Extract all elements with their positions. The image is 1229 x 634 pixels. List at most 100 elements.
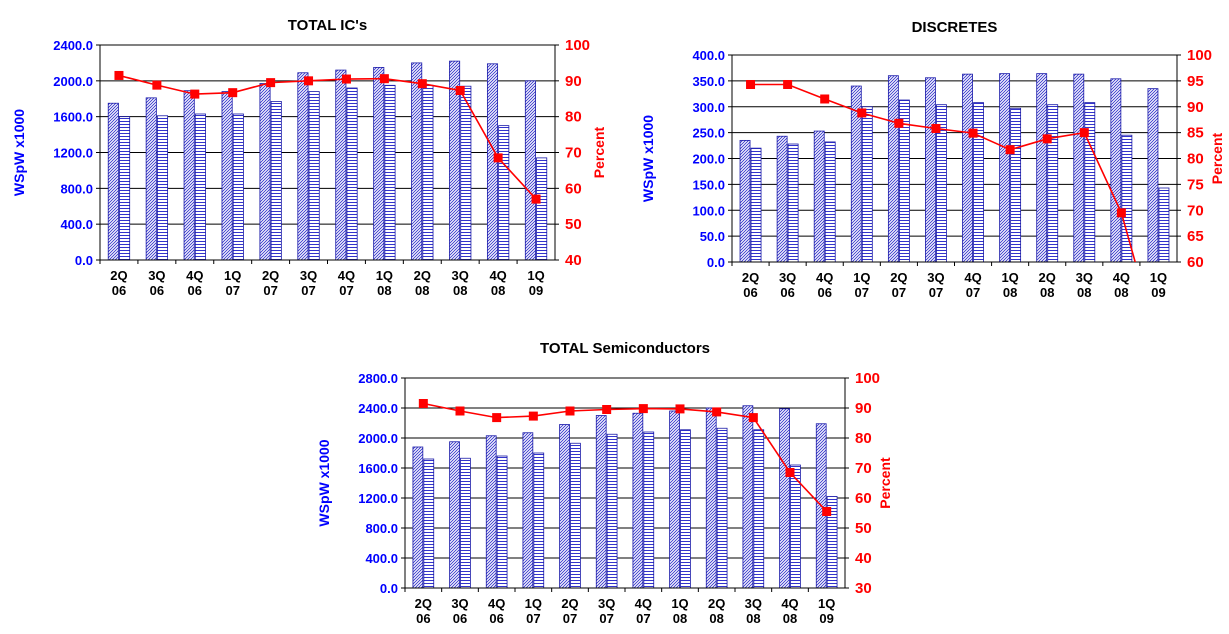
line-marker xyxy=(746,79,756,89)
y-tick-label: 400.0 xyxy=(60,217,93,232)
chart-title: TOTAL Semiconductors xyxy=(540,340,710,357)
x-tick-label: 1Q 09 xyxy=(527,268,544,298)
line-marker xyxy=(114,70,124,80)
x-tick-label: 2Q 07 xyxy=(890,270,907,300)
bar xyxy=(533,452,545,589)
line-marker xyxy=(712,407,722,417)
y-tick-label: 2400.0 xyxy=(53,38,93,53)
chart-total-semiconductors: TOTAL Semiconductors 0.0 400.0 800.0 1200.0 1… xyxy=(310,330,910,634)
bar xyxy=(595,415,607,589)
chart-total-ics: TOTAL IC's 0.0 400.0 800.0 1200.0 1600.0 2000.… xyxy=(0,0,607,320)
line-marker xyxy=(565,406,575,416)
line-marker xyxy=(1116,208,1126,218)
bar xyxy=(742,405,754,589)
y-tick-label: 2800.0 xyxy=(358,371,398,386)
x-tick-label: 1Q 08 xyxy=(1001,270,1018,300)
x-tick-label: 1Q 09 xyxy=(1150,270,1167,300)
bar xyxy=(999,73,1011,263)
y2-tick-label: 50 xyxy=(855,520,872,537)
bar xyxy=(485,435,497,589)
y2-axis-title: Percent xyxy=(1209,132,1225,184)
x-tick-label: 4Q 06 xyxy=(816,270,833,300)
y2-tick-label: 90 xyxy=(1187,99,1204,116)
series-line xyxy=(423,402,828,513)
bar xyxy=(643,431,655,589)
line-marker xyxy=(379,74,389,84)
chart-discretes: DISCRETES 0.0 50.0 100.0 150.0 200.0 250.0 300.… xyxy=(625,0,1229,320)
chart-svg: TOTAL Semiconductors 0.0 400.0 800.0 1200.0 1… xyxy=(316,340,893,626)
bar xyxy=(411,62,423,261)
bar xyxy=(787,143,799,263)
line-marker xyxy=(822,507,832,516)
bar xyxy=(1158,187,1170,263)
bar xyxy=(925,77,936,263)
bar xyxy=(606,433,618,589)
x-tick-label: 4Q 06 xyxy=(488,596,505,626)
line-marker xyxy=(785,468,795,477)
y-tick-label: 150.0 xyxy=(692,177,725,192)
y-tick-label: 300.0 xyxy=(692,100,725,115)
bar xyxy=(498,125,510,261)
y-tick-label: 200.0 xyxy=(692,152,725,167)
y-tick-label: 250.0 xyxy=(692,126,725,141)
y2-tick-label: 85 xyxy=(1187,125,1204,142)
bar xyxy=(221,91,233,261)
bar xyxy=(753,429,765,589)
line-marker xyxy=(748,413,758,423)
x-tick-label: 4Q 08 xyxy=(1113,270,1130,300)
chart-title: TOTAL IC's xyxy=(288,17,367,34)
y2-tick-label: 95 xyxy=(1187,73,1204,90)
bar xyxy=(824,141,836,263)
x-tick-label: 3Q 08 xyxy=(1076,270,1093,300)
bar xyxy=(1084,102,1096,263)
bar xyxy=(460,457,471,589)
bar xyxy=(1010,107,1022,263)
bar xyxy=(232,113,244,261)
y2-tick-label: 100 xyxy=(565,37,590,54)
x-tick-label: 3Q 07 xyxy=(927,270,944,300)
y-tick-label: 1600.0 xyxy=(53,110,93,125)
y-tick-label: 50.0 xyxy=(700,229,725,244)
y-tick-label: 0.0 xyxy=(75,253,93,268)
bar xyxy=(1147,88,1159,263)
x-tick-label: 2Q 07 xyxy=(561,596,578,626)
y2-tick-label: 65 xyxy=(1187,228,1204,245)
bar xyxy=(779,408,790,589)
bar xyxy=(297,72,309,261)
y-tick-label: 0.0 xyxy=(380,581,398,596)
y-tick-label: 800.0 xyxy=(60,181,93,196)
bar xyxy=(194,113,206,261)
y-tick-label: 1600.0 xyxy=(358,461,398,476)
x-tick-label: 2Q 08 xyxy=(414,268,431,298)
y2-tick-label: 100 xyxy=(1187,47,1212,64)
bar xyxy=(308,91,320,261)
y2-tick-label: 70 xyxy=(855,460,872,477)
y2-tick-label: 60 xyxy=(565,180,582,197)
y2-tick-label: 60 xyxy=(855,490,872,507)
bar xyxy=(887,75,899,263)
line-marker xyxy=(1005,145,1015,155)
line-marker xyxy=(492,413,502,423)
bar xyxy=(496,455,508,589)
chart-svg: DISCRETES 0.0 50.0 100.0 150.0 200.0 250.0 300.… xyxy=(640,19,1225,300)
y-tick-label: 1200.0 xyxy=(53,146,93,161)
line-marker xyxy=(528,411,538,421)
bar xyxy=(119,116,131,261)
bar xyxy=(750,147,762,263)
bar xyxy=(1073,73,1085,263)
y2-tick-label: 75 xyxy=(1187,176,1204,193)
y2-tick-label: 70 xyxy=(1187,202,1204,219)
x-tick-label: 4Q 07 xyxy=(635,596,652,626)
line-marker xyxy=(417,79,427,89)
bar xyxy=(680,429,691,589)
bar xyxy=(1047,104,1059,263)
bar xyxy=(259,83,271,261)
x-tick-label: 4Q 07 xyxy=(964,270,981,300)
bar xyxy=(346,87,358,261)
bar xyxy=(422,84,434,261)
line-marker xyxy=(783,79,793,89)
x-tick-label: 3Q 07 xyxy=(300,268,317,298)
x-tick-label: 3Q 08 xyxy=(452,268,469,298)
bar xyxy=(669,410,680,589)
bar xyxy=(632,412,644,589)
